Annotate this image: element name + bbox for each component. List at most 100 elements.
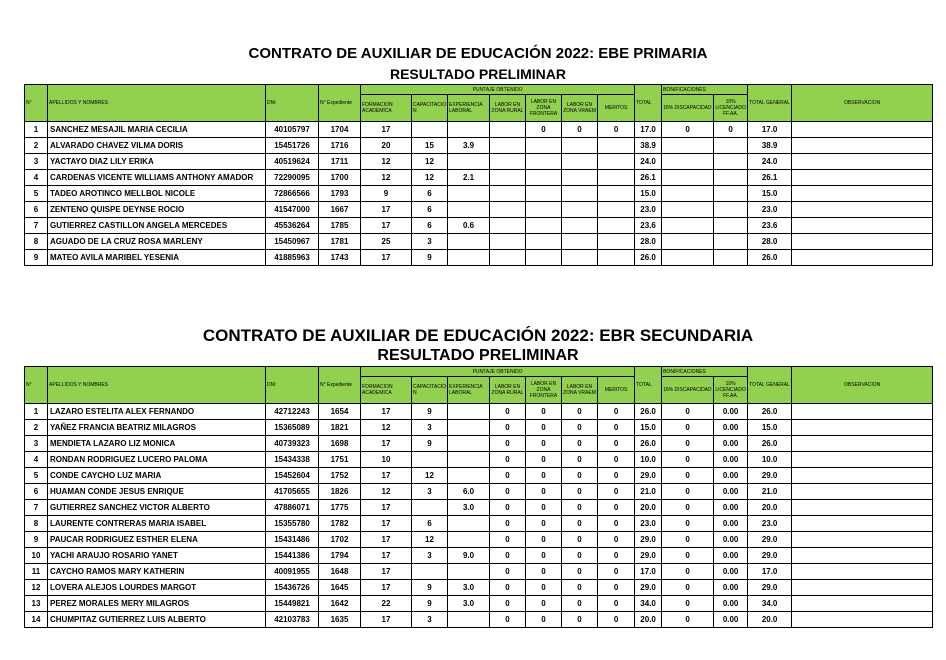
table-section: CONTRATO DE AUXILIAR DE EDUCACIÓN 2022: … xyxy=(24,326,934,628)
cell: 0 xyxy=(661,419,715,436)
cell: YAÑEZ FRANCIA BEATRIZ MILAGROS xyxy=(47,419,266,436)
cell: 0.00 xyxy=(713,515,749,532)
cell xyxy=(791,467,934,484)
cell xyxy=(525,201,562,218)
cell xyxy=(661,249,715,266)
cell: 12 xyxy=(411,531,448,548)
cell: 29.0 xyxy=(634,467,663,484)
cell xyxy=(791,483,934,500)
header-subrow: FORMACION ACADEMICA CAPACITACIO N EXPERIEN… xyxy=(25,376,933,404)
header-subrow: FORMACION ACADEMICA CAPACITACIO N EXPERIEN… xyxy=(25,94,933,122)
cell: 4 xyxy=(24,169,48,186)
cell: 0 xyxy=(561,121,598,138)
cell: 34.0 xyxy=(747,595,793,612)
cell: 0.00 xyxy=(713,451,749,468)
cell: 23.0 xyxy=(634,515,663,532)
cell: MENDIETA LAZARO LIZ MONICA xyxy=(47,435,266,452)
cell xyxy=(596,169,636,186)
column-header: N° xyxy=(24,366,48,404)
cell: 9 xyxy=(411,403,448,420)
column-header: EXPERIENCIA LABORAL xyxy=(447,94,490,122)
column-header: LABOR EN ZONA RURAL xyxy=(489,376,526,404)
cell: 0 xyxy=(525,547,562,564)
cell: 0 xyxy=(525,419,562,436)
cell: 15.0 xyxy=(747,419,793,436)
cell: 8 xyxy=(24,515,48,532)
table-row: 10 YACHI ARAUJO ROSARIO YANET 15441386 1794… xyxy=(24,547,934,564)
table-row: 9 PAUCAR RODRIGUEZ ESTHER ELENA 15431486 17… xyxy=(24,531,934,548)
column-header: OBSERVACION xyxy=(791,366,934,404)
cell: 15355780 xyxy=(265,515,319,532)
cell: 12 xyxy=(411,467,448,484)
cell: MATEO AVILA MARIBEL YESENIA xyxy=(47,249,266,266)
cell: 0.00 xyxy=(713,611,749,628)
cell: 0 xyxy=(596,121,636,138)
header-row: N° APELLIDOS Y NOMBRES DNI N° Expediente PUN… xyxy=(24,366,934,404)
cell xyxy=(791,611,934,628)
column-header: TOTAL GENERAL xyxy=(747,84,793,122)
cell: 20.0 xyxy=(634,499,663,516)
column-header: MERITOS xyxy=(596,376,636,404)
cell xyxy=(447,233,490,250)
cell xyxy=(447,611,490,628)
cell: 0 xyxy=(489,467,526,484)
cell xyxy=(791,185,934,202)
cell: 1698 xyxy=(318,435,361,452)
cell: 26.1 xyxy=(634,169,663,186)
cell: 26.0 xyxy=(747,403,793,420)
cell: 0 xyxy=(525,579,562,596)
cell: 3 xyxy=(411,233,448,250)
cell: 17 xyxy=(360,547,412,564)
table-row: 6 ZENTENO QUISPE DEYNSE ROCIO 41547000 1667… xyxy=(24,201,934,218)
cell xyxy=(447,467,490,484)
cell: 0 xyxy=(561,419,598,436)
cell: 26.0 xyxy=(747,249,793,266)
cell: 0 xyxy=(561,531,598,548)
cell: 0 xyxy=(489,451,526,468)
cell: 0 xyxy=(561,611,598,628)
cell: 9.0 xyxy=(447,547,490,564)
cell: 21.0 xyxy=(634,483,663,500)
cell: 45536264 xyxy=(265,217,319,234)
cell xyxy=(596,249,636,266)
cell: 12 xyxy=(411,153,448,170)
cell: 6.0 xyxy=(447,483,490,500)
column-header: OBSERVACION xyxy=(791,84,934,122)
cell: 0 xyxy=(596,435,636,452)
cell: 20.0 xyxy=(747,499,793,516)
column-header: EXPERIENCIA LABORAL xyxy=(447,376,490,404)
cell: AGUADO DE LA CRUZ ROSA MARLENY xyxy=(47,233,266,250)
column-header: FORMACION ACADEMICA xyxy=(360,376,412,404)
cell: 1645 xyxy=(318,579,361,596)
cell xyxy=(791,547,934,564)
table-row: 1 LAZARO ESTELITA ALEX FERNANDO 42712243 16… xyxy=(24,403,934,420)
cell: 0 xyxy=(525,515,562,532)
cell: 17 xyxy=(360,467,412,484)
cell: 0 xyxy=(561,579,598,596)
table-row: 13 PEREZ MORALES MERY MILAGROS 15449821 164… xyxy=(24,595,934,612)
cell: 9 xyxy=(411,435,448,452)
cell: 17.0 xyxy=(747,563,793,580)
cell: 22 xyxy=(360,595,412,612)
column-header: PUNTAJE OBTENIDO xyxy=(359,366,636,377)
cell: ZENTENO QUISPE DEYNSE ROCIO xyxy=(47,201,266,218)
cell: 2 xyxy=(24,419,48,436)
cell: 0 xyxy=(525,121,562,138)
cell: 3 xyxy=(411,419,448,436)
cell: 29.0 xyxy=(747,579,793,596)
cell xyxy=(525,169,562,186)
column-header: LABOR EN ZONA VRAEM xyxy=(561,376,598,404)
cell xyxy=(447,435,490,452)
cell: 0.00 xyxy=(713,403,749,420)
cell: 0 xyxy=(661,483,715,500)
cell: 1704 xyxy=(318,121,361,138)
table-row: 12 LOVERA ALEJOS LOURDES MARGOT 15436726 16… xyxy=(24,579,934,596)
cell: 0 xyxy=(525,467,562,484)
column-header: APELLIDOS Y NOMBRES xyxy=(47,366,266,404)
cell xyxy=(525,137,562,154)
cell: 1667 xyxy=(318,201,361,218)
table-row: 2 YAÑEZ FRANCIA BEATRIZ MILAGROS 15365089 1… xyxy=(24,419,934,436)
cell: 1781 xyxy=(318,233,361,250)
cell: 23.0 xyxy=(747,201,793,218)
cell: 0.00 xyxy=(713,547,749,564)
